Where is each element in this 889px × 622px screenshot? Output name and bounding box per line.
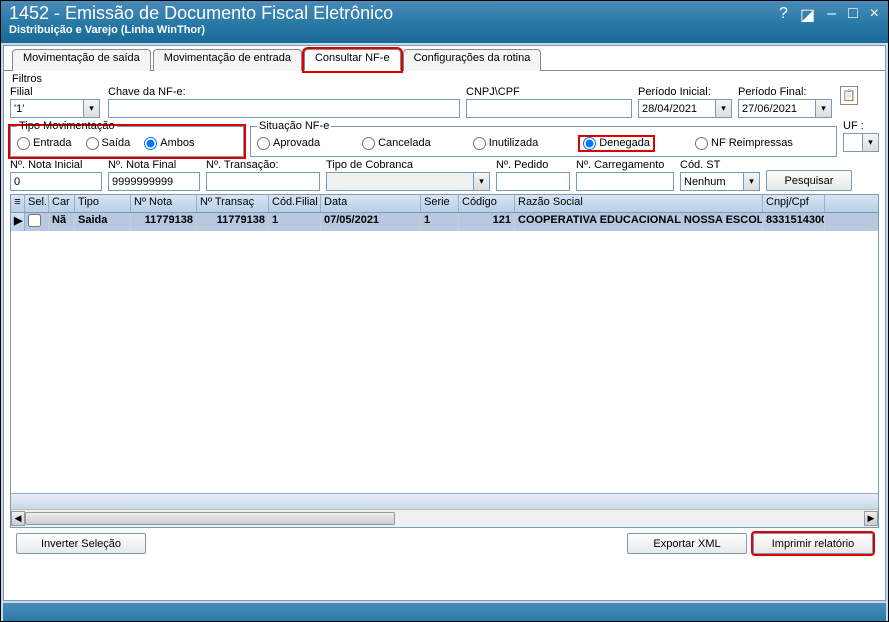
col-nnota[interactable]: Nº Nota [131,195,197,212]
tab-strip: Movimentação de saída Movimentação de en… [4,48,885,70]
cell-razao: COOPERATIVA EDUCACIONAL NOSSA ESCOLA LTD [515,213,763,231]
window-title: 1452 - Emissão de Documento Fiscal Eletr… [9,3,880,24]
window-subtitle: Distribuição e Varejo (Linha WinThor) [9,24,880,36]
cell-serie: 1 [421,213,459,231]
transacao-label: Nº. Transação: [206,159,320,171]
tipo-movimentacao-fieldset: Tipo Movimentação Entrada Saída Ambos [10,120,244,157]
periodo-final-dd[interactable]: ▾ [816,99,832,118]
col-data[interactable]: Data [321,195,421,212]
scroll-thumb[interactable] [25,512,395,525]
nota-final-label: Nº. Nota Final [108,159,200,171]
exportar-xml-button[interactable]: Exportar XML [627,533,747,554]
col-tipo[interactable]: Tipo [75,195,131,212]
periodo-final-input[interactable] [738,99,816,118]
pesquisar-button[interactable]: Pesquisar [766,170,852,191]
tab-content: Filtros Filial ▾ Chave da NF-e: CNPJ\CPF… [4,70,885,559]
chave-input[interactable] [108,99,460,118]
results-grid: ≡ Sel. Car Tipo Nº Nota Nº Transaç Cód.F… [10,194,879,528]
uf-dd[interactable]: ▾ [863,133,879,152]
carregamento-input[interactable] [576,172,674,191]
periodo-inicial-dd[interactable]: ▾ [716,99,732,118]
radio-inutilizada[interactable]: Inutilizada [473,137,539,150]
chave-label: Chave da NF-e: [108,86,460,98]
col-codigo[interactable]: Código [459,195,515,212]
col-indicator[interactable]: ≡ [11,195,25,212]
grid-footer-bar [11,493,878,509]
inverter-selecao-button[interactable]: Inverter Seleção [16,533,146,554]
nota-final-input[interactable] [108,172,200,191]
radio-saida[interactable]: Saída [86,137,131,150]
pedido-label: Nº. Pedido [496,159,570,171]
radio-entrada[interactable]: Entrada [17,137,72,150]
situacao-legend: Situação NF-e [257,120,331,132]
scroll-left-icon[interactable]: ◀ [11,511,25,526]
radio-ambos[interactable]: Ambos [144,137,194,150]
minimize-icon[interactable]: – [824,5,839,25]
codst-input[interactable] [680,172,744,191]
radio-denegada[interactable]: Denegada [580,137,653,150]
imprimir-relatorio-button[interactable]: Imprimir relatório [753,533,873,554]
status-bar [3,603,886,621]
col-cfil[interactable]: Cód.Filial [269,195,321,212]
col-ntrans[interactable]: Nº Transaç [197,195,269,212]
col-car[interactable]: Car [49,195,75,212]
main-panel: Movimentação de saída Movimentação de en… [3,45,886,601]
title-bar: 1452 - Emissão de Documento Fiscal Eletr… [1,1,888,43]
filial-label: Filial [10,86,102,98]
nota-inicial-input[interactable] [10,172,102,191]
cell-data: 07/05/2021 [321,213,421,231]
cell-codigo: 121 [459,213,515,231]
col-razao[interactable]: Razão Social [515,195,763,212]
cell-car: Nã [49,213,75,231]
tipo-cobranca-dd[interactable]: ▾ [474,172,490,191]
cell-sel[interactable] [25,213,49,231]
tab-config-rotina[interactable]: Configurações da rotina [403,49,542,71]
edit-icon[interactable]: ◪ [797,5,818,25]
nota-inicial-label: Nº. Nota Inicial [10,159,102,171]
codst-dd[interactable]: ▾ [744,172,760,191]
situacao-nfe-fieldset: Situação NF-e Aprovada Cancelada Inutili… [250,120,837,157]
uf-input[interactable] [843,133,863,152]
maximize-icon[interactable]: □ [845,5,861,25]
periodo-inicial-label: Período Inicial: [638,86,732,98]
carregamento-label: Nº. Carregamento [576,159,674,171]
cell-nnota: 11779138 [131,213,197,231]
cell-cfil: 1 [269,213,321,231]
cell-ntrans: 11779138 [197,213,269,231]
tipo-cobranca-input[interactable] [326,172,474,191]
horizontal-scrollbar[interactable]: ◀ ▶ [11,509,878,527]
grid-header: ≡ Sel. Car Tipo Nº Nota Nº Transaç Cód.F… [11,195,878,213]
cnpj-label: CNPJ\CPF [466,86,632,98]
transacao-input[interactable] [206,172,320,191]
col-serie[interactable]: Serie [421,195,459,212]
codst-label: Cód. ST [680,159,760,171]
tab-mov-saida[interactable]: Movimentação de saída [12,49,151,71]
grid-row[interactable]: ▶ Nã Saida 11779138 11779138 1 07/05/202… [11,213,878,231]
close-icon[interactable]: × [867,5,882,25]
periodo-final-label: Período Final: [738,86,832,98]
cell-tipo: Saida [75,213,131,231]
tab-consultar-nfe[interactable]: Consultar NF-e [304,49,401,71]
bottom-bar: Inverter Seleção Exportar XML Imprimir r… [10,528,879,559]
filtros-label: Filtros [10,73,879,86]
radio-aprovada[interactable]: Aprovada [257,137,320,150]
periodo-inicial-input[interactable] [638,99,716,118]
col-sel[interactable]: Sel. [25,195,49,212]
cnpj-input[interactable] [466,99,632,118]
tab-mov-entrada[interactable]: Movimentação de entrada [153,49,302,71]
tipo-mov-legend: Tipo Movimentação [17,120,117,132]
help-icon[interactable]: ? [776,5,791,25]
calendar-icon[interactable]: 📋 [840,86,858,105]
radio-nf-reimpressas[interactable]: NF Reimpressas [695,137,793,150]
tipo-cobranca-label: Tipo de Cobranca [326,159,490,171]
filial-dropdown-btn[interactable]: ▾ [84,99,100,118]
filial-input[interactable] [10,99,84,118]
cell-cnpj: 8331514300 [763,213,825,231]
radio-cancelada[interactable]: Cancelada [362,137,431,150]
col-cnpj[interactable]: Cnpj/Cpf [763,195,825,212]
row-indicator-icon: ▶ [11,213,25,231]
uf-label: UF : [843,120,879,132]
scroll-right-icon[interactable]: ▶ [864,511,878,526]
pedido-input[interactable] [496,172,570,191]
